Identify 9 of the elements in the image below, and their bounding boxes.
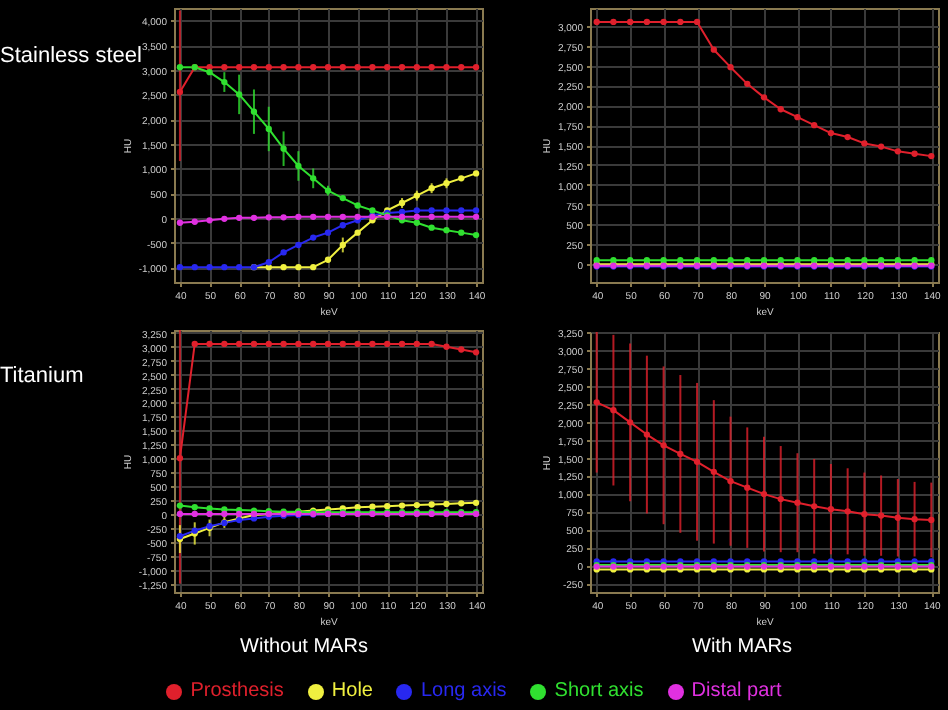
legend-label: Short axis	[554, 680, 644, 702]
legend-label: Hole	[331, 680, 373, 702]
legend-label: Prosthesis	[190, 680, 284, 702]
text: Titanium	[0, 364, 84, 388]
legend-label: Long axis	[420, 680, 507, 702]
legend-label: Distal part	[691, 680, 782, 702]
text: With MARs	[690, 636, 794, 658]
text: Without MARs	[238, 636, 370, 658]
text: Stainless steel	[0, 44, 142, 68]
